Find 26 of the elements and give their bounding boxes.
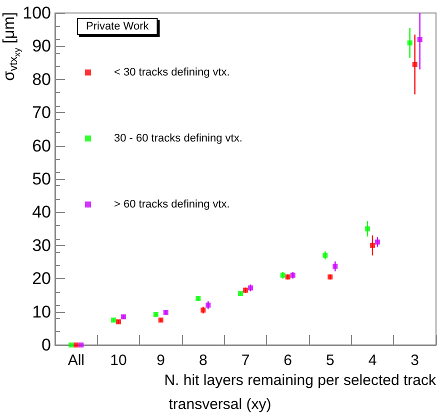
x-tick-label: 4 [368,352,377,369]
x-tick-label: 3 [410,352,420,369]
y-tick-label: 70 [32,103,51,122]
x-tick-label: 9 [156,352,166,369]
text: transversal (xy) [168,396,272,413]
legend-label: > 60 tracks defining vtx. [114,198,230,210]
y-tick-label: 60 [32,136,51,156]
y-tick-label: 10 [32,302,51,322]
y-tick-label: 50 [32,170,51,188]
x-tick-label: 6 [284,352,292,369]
x-tick-label: 10 [110,352,127,369]
x-tick-label: All [68,352,85,369]
x-axis-title: N. hit layers remaining per selected track [164,372,436,389]
x-tick-label: 5 [326,352,334,369]
y-tick-label: 100 [22,4,51,22]
y-tick-label: 20 [32,269,51,288]
y-tick-label: 90 [32,36,51,56]
annotation: Private Work [86,20,150,32]
y-tick-label: 0 [42,336,51,354]
y-tick-label: 30 [32,236,51,255]
y-tick-label: 80 [32,70,51,89]
legend-label: 30 - 60 tracks defining vtx. [114,132,242,144]
y-tick-label: 40 [32,202,51,222]
x-tick-label: 8 [198,352,208,369]
x-tick-label: 7 [241,352,250,369]
legend-label: < 30 tracks defining vtx. [114,66,230,78]
